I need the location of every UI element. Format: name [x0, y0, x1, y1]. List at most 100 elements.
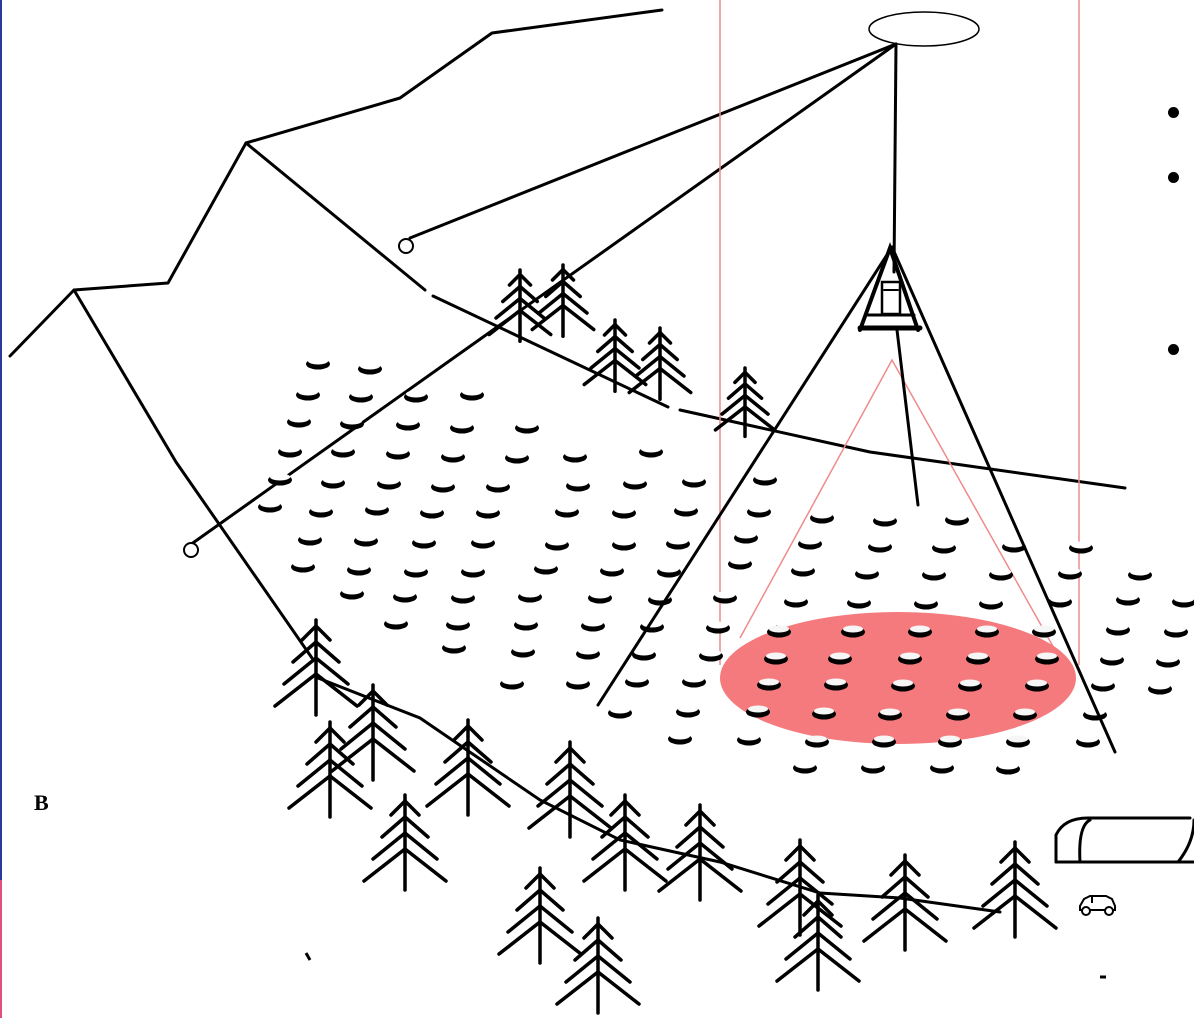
detector-tank-icon [753, 473, 777, 486]
detector-tank-icon [767, 625, 791, 638]
detector-tank-icon [784, 595, 808, 608]
detector-tank-icon [989, 568, 1013, 581]
bullet-point-1 [1168, 107, 1179, 118]
panel-letter-label: B [34, 790, 49, 815]
detector-tank-icon [966, 652, 990, 665]
detector-tank-icon [450, 421, 474, 434]
detector-tank-icon [1025, 679, 1049, 692]
detector-tank-icon [1002, 540, 1026, 553]
detector-tank-icon [699, 649, 723, 662]
detector-tank-icon [791, 564, 815, 577]
detector-tank-icon [938, 735, 962, 748]
detector-tank-icon [451, 591, 475, 604]
detector-tank-icon [600, 564, 624, 577]
detector-tank-icon [296, 388, 320, 401]
detector-tank-icon [446, 618, 470, 631]
ridge-slope-left [72, 288, 314, 660]
detector-tank-icon [441, 450, 465, 463]
detector-tank-icon [278, 445, 302, 458]
detector-tank-icon [757, 678, 781, 691]
detector-tank-icon [298, 533, 322, 546]
detector-tank-icon [1048, 595, 1072, 608]
detector-tank-icon [1013, 708, 1037, 721]
detector-tank-icon [713, 591, 737, 604]
detector-tank-icon [420, 506, 444, 519]
detector-tank-icon [396, 418, 420, 431]
detector-tank-icon [566, 677, 590, 690]
detector-tank-icon [365, 503, 389, 516]
detector-tank-icon [1100, 653, 1124, 666]
detector-tank-icon [291, 560, 315, 573]
detector-tank-icon [666, 537, 690, 550]
detector-tank-icon [563, 450, 587, 463]
detector-tank-icon [847, 596, 871, 609]
detector-tank-icon [734, 531, 758, 544]
pine-tree-icon [362, 793, 448, 892]
detector-tank-icon [287, 415, 311, 428]
tether-lines [188, 42, 898, 547]
detector-tank-icon [861, 761, 885, 774]
detector-tank-icon [1106, 623, 1130, 636]
detector-tank-icon [384, 617, 408, 630]
detector-tank-icon [930, 761, 954, 774]
detector-tank-icon [632, 648, 656, 661]
detector-tank-icon [309, 505, 333, 518]
detector-tank-icon [1128, 568, 1152, 581]
detector-tank-icon [946, 708, 970, 721]
detector-tank-icon [515, 421, 539, 434]
detector-tank-icon [321, 476, 345, 489]
pine-tree-icon [627, 326, 693, 401]
detector-tank-icon [347, 563, 371, 576]
detector-tank-icon [471, 536, 495, 549]
detector-tank-icon [349, 390, 373, 403]
detector-tank-icon [812, 707, 836, 720]
ridge-valley [431, 294, 670, 409]
detector-tank-icon [608, 706, 632, 719]
detector-tank-icon [476, 506, 500, 519]
detector-tank-icon [545, 538, 569, 551]
detector-tank-icon [1076, 735, 1100, 748]
ridge-slope-upper [244, 141, 427, 292]
detector-array-footprint [746, 625, 1059, 748]
detector-tank-icon [1091, 679, 1115, 692]
detector-tank-icon [354, 534, 378, 547]
detector-tank-icon [511, 645, 535, 658]
detector-tank-icon [514, 618, 538, 631]
detector-tank-icon [486, 480, 510, 493]
detector-tank-icon [728, 557, 752, 570]
tree-group [273, 263, 1058, 1015]
detector-tank-icon [377, 477, 401, 490]
detector-tank-icon [442, 641, 466, 654]
detector-tank-icon [612, 506, 636, 519]
detector-tank-icon [810, 511, 834, 524]
detector-tank-icon [1156, 655, 1180, 668]
pine-tree-icon [713, 366, 777, 439]
detector-tank-icon [873, 514, 897, 527]
detector-tank-icon [805, 735, 829, 748]
detector-tank-icon [878, 708, 902, 721]
bullet-point-2 [1168, 172, 1179, 183]
detector-tank-icon [460, 388, 484, 401]
detector-tank-icon [828, 652, 852, 665]
detector-tank-icon [1006, 735, 1030, 748]
detector-tank-icon [958, 679, 982, 692]
detector-tank-icon [922, 568, 946, 581]
detector-tank-icon [639, 445, 663, 458]
detector-tank-icon [500, 677, 524, 690]
detector-tank-icon [581, 619, 605, 632]
stray-mark [304, 952, 312, 961]
detector-tank-icon [1069, 541, 1093, 554]
detector-array [258, 357, 1194, 775]
detector-tank-icon [340, 417, 364, 430]
balloon-icon [868, 11, 980, 47]
detector-tank-icon [412, 536, 436, 549]
detector-tank-icon [505, 451, 529, 464]
detector-tank-icon [404, 390, 428, 403]
detector-tank-icon [404, 565, 428, 578]
pine-tree-icon [555, 916, 641, 1015]
pine-tree-icon [530, 263, 596, 338]
detector-tank-icon [518, 590, 542, 603]
detector-tank-icon [855, 567, 879, 580]
detector-tank-icon [1172, 595, 1194, 608]
